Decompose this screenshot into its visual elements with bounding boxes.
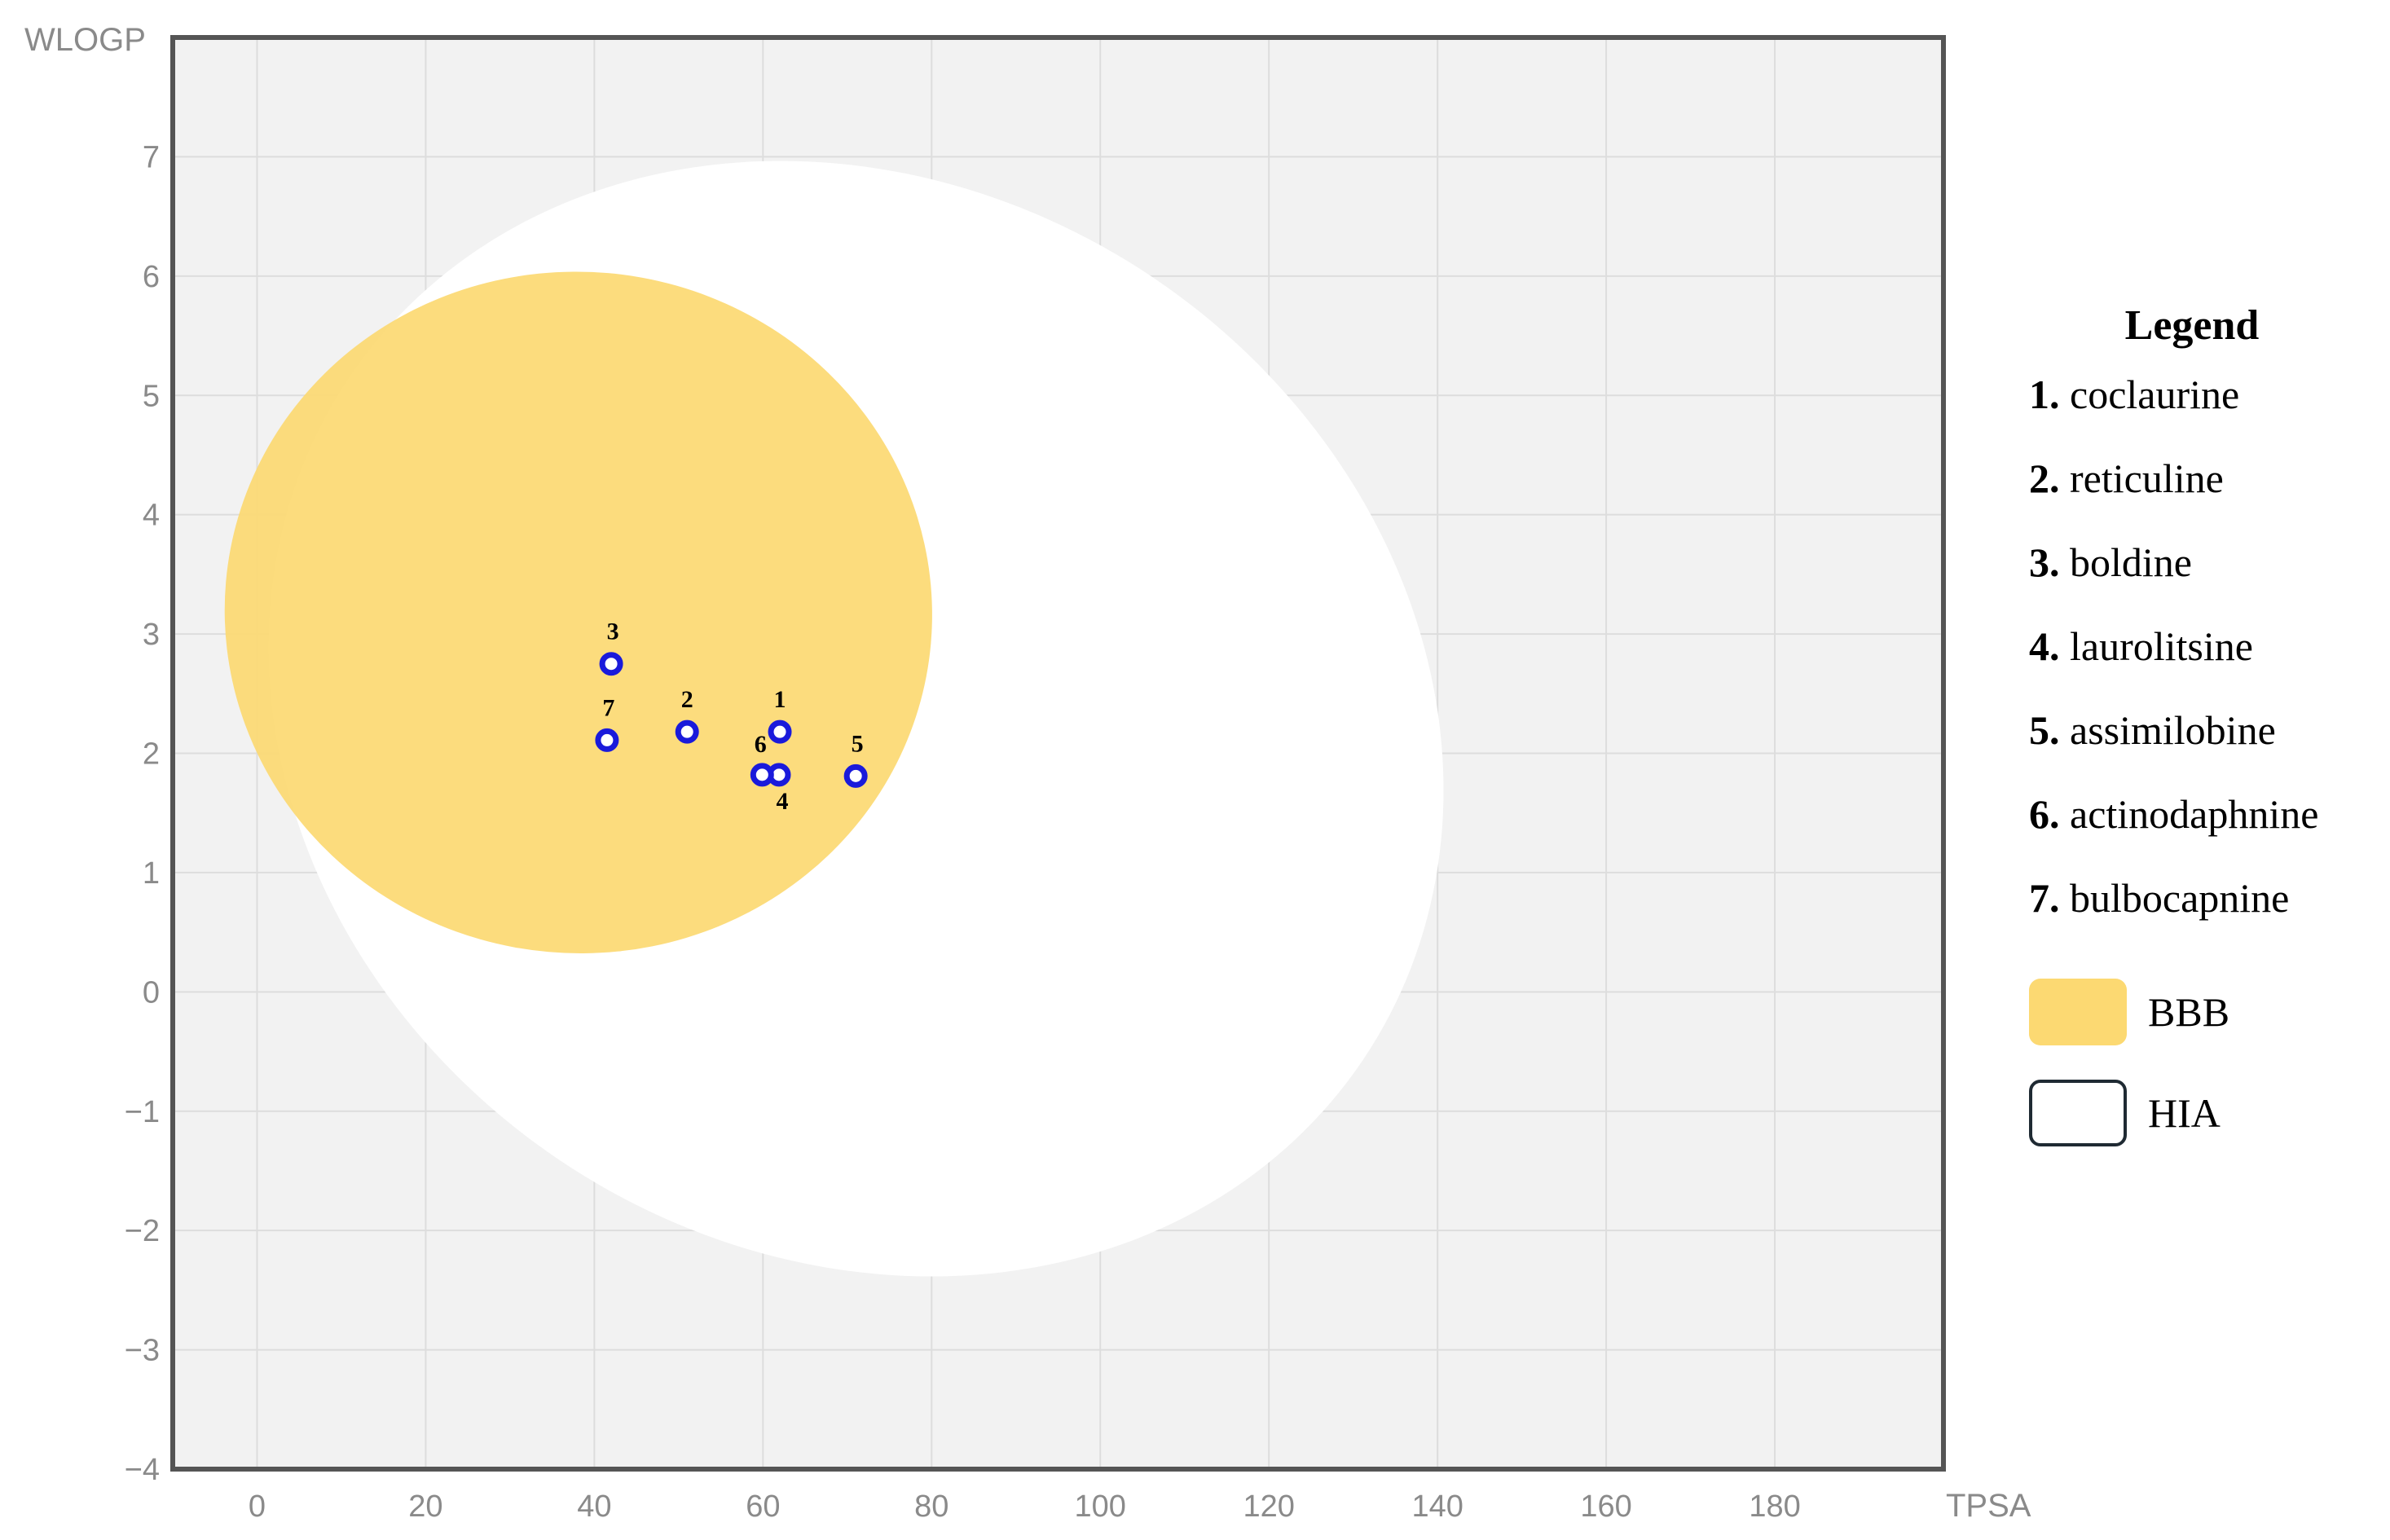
legend-number: 5. (2029, 707, 2060, 753)
data-point-1 (768, 719, 792, 744)
legend-number: 7. (2029, 875, 2060, 921)
point-label-3: 3 (607, 618, 619, 645)
legend-compound-name: actinodaphnine (2070, 791, 2319, 837)
legend-compound-name: boldine (2070, 539, 2192, 585)
legend-number: 6. (2029, 791, 2060, 837)
x-tick-label: 0 (249, 1489, 266, 1524)
y-tick-label: 5 (143, 379, 160, 413)
y-axis-title: WLOGP (24, 22, 146, 58)
y-tick-label: 2 (143, 737, 160, 772)
legend-item-4: 4. laurolitsine (2029, 626, 2388, 710)
legend-number: 1. (2029, 372, 2060, 417)
point-label-2: 2 (681, 686, 693, 713)
legend-item-1: 1. coclaurine (2029, 374, 2388, 458)
legend-compound-name: coclaurine (2070, 372, 2240, 417)
hia-label: HIA (2148, 1090, 2221, 1136)
data-point-7 (595, 728, 619, 752)
data-point-3 (599, 652, 623, 676)
point-label-6: 6 (755, 731, 767, 758)
point-label-7: 7 (602, 694, 614, 721)
x-tick-label: 160 (1580, 1489, 1631, 1524)
data-points: 1 2 3 4 5 6 7 (595, 618, 868, 815)
y-tick-label: −4 (125, 1453, 160, 1487)
y-tick-label: 7 (143, 140, 160, 174)
y-tick-label: −1 (125, 1095, 160, 1129)
legend-title: Legend (2124, 302, 2260, 349)
legend-bbb: BBB (2029, 961, 2388, 1063)
x-tick-labels: 0 20 40 60 80 100 120 140 160 180 (249, 1489, 1801, 1524)
legend-item-3: 3. boldine (2029, 542, 2388, 626)
bbb-swatch (2029, 979, 2127, 1045)
legend-number: 3. (2029, 539, 2060, 585)
y-tick-label: 6 (143, 260, 160, 294)
y-tick-label: 1 (143, 856, 160, 891)
data-point-5 (843, 763, 868, 788)
legend-compound-name: reticuline (2070, 455, 2224, 501)
x-tick-label: 20 (408, 1489, 442, 1524)
data-point-2 (675, 719, 699, 744)
y-tick-label: 0 (143, 975, 160, 1010)
y-tick-label: 4 (143, 499, 160, 533)
x-axis-title: TPSA (1946, 1488, 2031, 1524)
legend-compound-name: assimilobine (2070, 707, 2276, 753)
x-tick-label: 140 (1411, 1489, 1463, 1524)
legend: Legend 1. coclaurine 2. reticuline 3. bo… (2029, 301, 2388, 1164)
legend-item-5: 5. assimilobine (2029, 710, 2388, 794)
legend-number: 4. (2029, 623, 2060, 669)
legend-item-2: 2. reticuline (2029, 458, 2388, 542)
point-label-4: 4 (776, 788, 788, 815)
data-point-6 (750, 763, 774, 787)
x-tick-label: 180 (1749, 1489, 1800, 1524)
legend-compound-name: bulbocapnine (2070, 875, 2290, 921)
legend-number: 2. (2029, 455, 2060, 501)
y-tick-labels: −4 −3 −2 −1 0 1 2 3 4 5 6 7 (125, 140, 160, 1487)
x-tick-label: 100 (1075, 1489, 1126, 1524)
point-label-1: 1 (774, 686, 786, 713)
x-tick-label: 40 (577, 1489, 611, 1524)
y-tick-label: −3 (125, 1334, 160, 1368)
hia-swatch (2029, 1080, 2127, 1146)
y-tick-label: −2 (125, 1214, 160, 1248)
legend-item-7: 7. bulbocapnine (2029, 878, 2388, 961)
plot-frame (170, 35, 1946, 1472)
x-tick-label: 120 (1243, 1489, 1294, 1524)
bbb-label: BBB (2148, 989, 2230, 1035)
legend-compound-name: laurolitsine (2070, 623, 2253, 669)
y-tick-label: 3 (143, 618, 160, 652)
legend-hia: HIA (2029, 1063, 2388, 1164)
x-tick-label: 80 (914, 1489, 949, 1524)
x-tick-label: 60 (746, 1489, 780, 1524)
point-label-5: 5 (852, 730, 864, 757)
legend-item-6: 6. actinodaphnine (2029, 794, 2388, 878)
